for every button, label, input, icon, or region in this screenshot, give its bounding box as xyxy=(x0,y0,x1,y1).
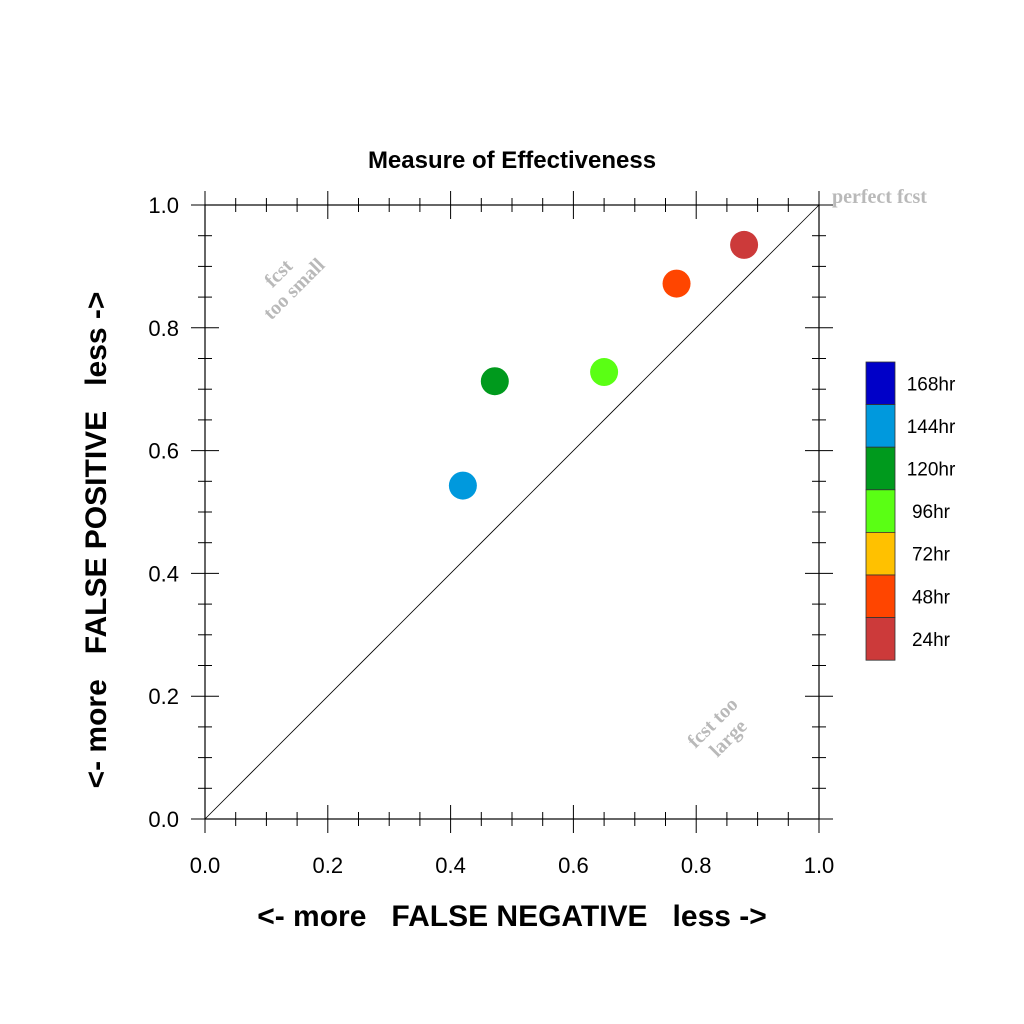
annotation-fcst-too-small: fcst too small xyxy=(259,254,329,324)
axis-ticks xyxy=(191,191,833,833)
data-points xyxy=(448,230,759,500)
legend-swatch-168hr xyxy=(865,361,896,405)
perfect-forecast-diagonal xyxy=(204,204,820,820)
x-axis-label: <- more FALSE NEGATIVE less -> xyxy=(257,900,767,933)
y-tick-label: 0.4 xyxy=(148,561,179,586)
legend-swatch-96hr xyxy=(865,489,896,533)
y-tick-label: 0.2 xyxy=(148,684,179,709)
x-tick-label: 0.4 xyxy=(435,853,466,878)
y-axis-label: <- more FALSE POSITIVE less -> xyxy=(80,292,113,789)
x-tick-label: 1.0 xyxy=(804,853,835,878)
legend-label-120hr: 120hr xyxy=(907,460,956,481)
y-tick-label: 1.0 xyxy=(148,193,179,218)
x-tick-label: 0.2 xyxy=(313,853,344,878)
annotation-perfect-fcst: perfect fcst xyxy=(832,186,927,208)
tick-labels: 0.0 0.2 0.4 0.6 0.8 1.0 0.0 0.2 0.4 0.6 0.8 1.0 xyxy=(148,193,834,878)
legend-swatch-72hr xyxy=(865,532,896,576)
legend-label-96hr: 96hr xyxy=(912,502,951,523)
annotation-too-small-line2: too small xyxy=(259,254,329,324)
x-tick-label: 0.0 xyxy=(190,853,221,878)
legend: 168hr 144hr 120hr 96hr 72hr 48hr 24hr xyxy=(865,361,956,661)
legend-label-168hr: 168hr xyxy=(907,374,956,395)
legend-swatch-144hr xyxy=(865,404,896,448)
data-point-120hr xyxy=(480,367,509,396)
data-point-96hr xyxy=(590,358,619,387)
data-point-48hr xyxy=(662,269,691,298)
annotation-fcst-too-large: fcst too large xyxy=(683,693,751,761)
y-tick-label: 0.8 xyxy=(148,316,179,341)
legend-swatch-48hr xyxy=(865,574,896,618)
chart-title: Measure of Effectiveness xyxy=(368,147,656,174)
legend-swatch-24hr xyxy=(865,617,896,661)
x-tick-label: 0.8 xyxy=(681,853,712,878)
legend-swatch-120hr xyxy=(865,446,896,491)
legend-label-144hr: 144hr xyxy=(907,417,956,438)
legend-label-72hr: 72hr xyxy=(912,545,951,566)
legend-label-48hr: 48hr xyxy=(912,587,951,608)
data-point-144hr xyxy=(448,471,477,500)
y-tick-label: 0.0 xyxy=(148,807,179,832)
data-point-24hr xyxy=(730,230,759,259)
x-tick-label: 0.6 xyxy=(558,853,589,878)
legend-label-24hr: 24hr xyxy=(912,630,951,651)
y-tick-label: 0.6 xyxy=(148,439,179,464)
